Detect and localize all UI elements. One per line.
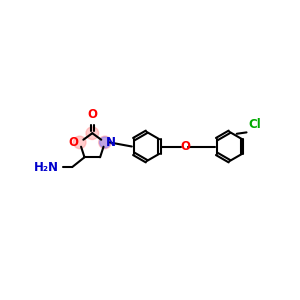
Circle shape <box>74 136 86 149</box>
Circle shape <box>100 137 110 148</box>
Circle shape <box>99 136 111 149</box>
Text: O: O <box>180 140 190 153</box>
Text: O: O <box>68 136 78 149</box>
Text: H₂N: H₂N <box>34 160 59 173</box>
Circle shape <box>86 127 99 140</box>
Text: N: N <box>106 136 116 149</box>
Text: O: O <box>87 108 97 121</box>
Text: Cl: Cl <box>248 118 261 131</box>
